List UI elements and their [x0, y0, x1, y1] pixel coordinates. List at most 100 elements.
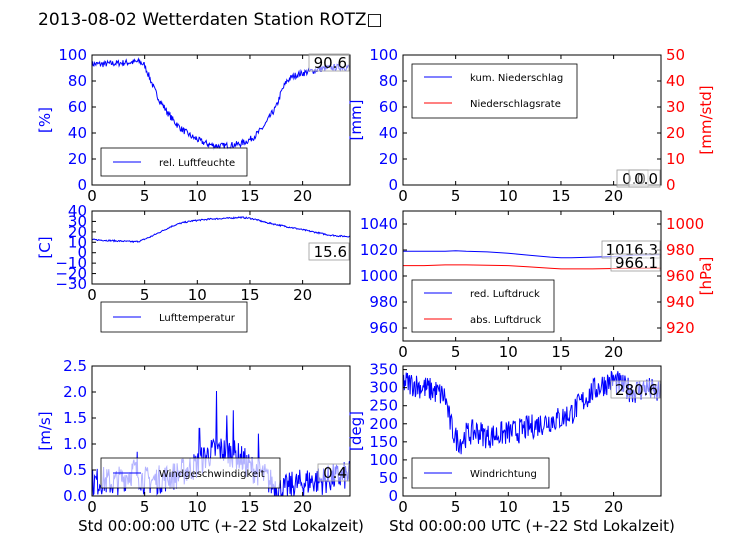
- y-tick-label: 960: [369, 319, 398, 337]
- x-tick-label: 15: [240, 498, 259, 516]
- legend: red. Luftdruck abs. Luftdruck: [411, 279, 555, 333]
- y-tick-label: 10: [68, 233, 87, 251]
- y-tick-label: 1.0: [63, 435, 87, 453]
- y-tick-label: 50: [379, 469, 398, 487]
- x-tick-label: 5: [451, 187, 461, 205]
- x-tick-label: 0: [398, 498, 408, 516]
- chart-panel-4: 0 5 10 15 20 960 980 1000 1020 1040 920 940 960 980 10…: [360, 210, 715, 361]
- x-tick-label: 10: [499, 187, 518, 205]
- y-tick-label: 100: [369, 451, 398, 469]
- x-tick-label: 5: [140, 498, 150, 516]
- legend-entry: rel. Luftfeuchte: [159, 158, 235, 169]
- value-annotation: 280.6: [615, 381, 658, 399]
- y-tick-label: 2.5: [63, 357, 87, 375]
- value-annotation: 15.6: [314, 243, 347, 261]
- y2-tick-label: 920: [666, 319, 695, 337]
- y-tick-label: 250: [369, 397, 398, 415]
- x-tick-label: 0: [87, 187, 97, 205]
- legend-entry: Lufttemperatur: [159, 313, 236, 324]
- x-tick-label: 20: [293, 286, 312, 304]
- series-line-1: [402, 371, 662, 455]
- legend-box: [411, 279, 555, 333]
- x-tick-label: 5: [140, 187, 150, 205]
- y-axis-label: [%]: [36, 107, 54, 133]
- chart-panel-5: 0 5 10 15 20 0.0 0.5 1.0 1.5 2.0 2.5 [m/s] Std 00:00…: [36, 357, 364, 535]
- y-axis-label: [C]: [36, 236, 54, 258]
- y-axis-label: [deg]: [347, 411, 365, 451]
- value-annotation-box: [308, 242, 350, 261]
- chart-panel-1: 0 5 10 15 20 0 20 40 60 80 100 [%] rel. Luftfeuchte 9…: [36, 46, 351, 205]
- y-tick-label: 20: [68, 223, 87, 241]
- page-title: 2013-08-02 Wetterdaten Station ROTZ□: [38, 10, 383, 30]
- y-tick-label: 0: [388, 487, 398, 505]
- x-tick-label: 20: [293, 187, 312, 205]
- legend: rel. Luftfeuchte: [100, 147, 248, 177]
- legend-entry: red. Luftdruck: [470, 289, 540, 300]
- y-tick-label: −30: [55, 275, 87, 293]
- y-tick-label: 1000: [360, 267, 398, 285]
- y-tick-label: 60: [68, 98, 87, 116]
- y-tick-label: 20: [379, 150, 398, 168]
- x-tick-label: 15: [240, 187, 259, 205]
- x-tick-label: 10: [499, 343, 518, 361]
- y-tick-label: 0.0: [63, 487, 87, 505]
- y-tick-label: 350: [369, 361, 398, 379]
- x-tick-label: 15: [551, 187, 570, 205]
- plot-frame: [91, 54, 351, 186]
- y-tick-label: 0: [77, 176, 87, 194]
- value-annotation-box: [610, 380, 661, 399]
- y-tick-label: 80: [379, 72, 398, 90]
- y-tick-label: 1020: [360, 241, 398, 259]
- y-tick-label: 40: [68, 124, 87, 142]
- x-tick-label: 20: [604, 498, 623, 516]
- x-tick-label: 5: [451, 343, 461, 361]
- legend: Windrichtung: [411, 457, 550, 489]
- x-axis-label: Std 00:00:00 UTC (+-22 Std Lokalzeit): [389, 517, 675, 535]
- value-annotation: 0.4: [323, 464, 347, 482]
- chart-panel-3: 0 5 10 15 20−30−20−10010203040[C]Lufttempera…: [36, 202, 351, 333]
- x-tick-label: 0: [398, 343, 408, 361]
- value-annotation-box: [628, 169, 661, 188]
- value-annotation: 966.1: [615, 254, 658, 272]
- y-tick-label: 300: [369, 379, 398, 397]
- value-annotation: 90.6: [314, 54, 347, 72]
- x-tick-label: 15: [240, 286, 259, 304]
- legend-entry: Windrichtung: [470, 469, 537, 480]
- series-line-1: [91, 216, 350, 244]
- plot-frame: [91, 365, 351, 497]
- legend-entry: kum. Niederschlag: [470, 73, 563, 84]
- legend: Windgeschwindigkeit: [100, 457, 281, 489]
- legend-entry: abs. Luftdruck: [470, 315, 541, 326]
- plot-frame: [402, 54, 662, 186]
- x-axis-label: Std 00:00:00 UTC (+-22 Std Lokalzeit): [78, 517, 364, 535]
- y-tick-label: 20: [68, 150, 87, 168]
- chart-panel-2: 0 5 10 15 20 0 20 40 60 80 100 0 10 20 30 40 50 [mm] [mm/s…: [347, 46, 715, 205]
- value-annotation-box: [308, 53, 350, 72]
- value-annotation-box: [317, 463, 350, 482]
- legend: Lufttemperatur: [100, 301, 248, 333]
- y-tick-label: 100: [58, 46, 87, 64]
- y-tick-label: 200: [369, 415, 398, 433]
- value-annotation: 0.0: [634, 170, 658, 188]
- y-tick-label: 980: [369, 293, 398, 311]
- y-axis-label: [mm]: [347, 100, 365, 141]
- y-tick-label: 30: [68, 212, 87, 230]
- x-tick-label: 10: [499, 498, 518, 516]
- value-annotation-box: [610, 253, 661, 272]
- y2-tick-label: 40: [666, 72, 685, 90]
- y-tick-label: 80: [68, 72, 87, 90]
- x-tick-label: 5: [451, 498, 461, 516]
- x-tick-label: 5: [140, 286, 150, 304]
- legend-entry: Windgeschwindigkeit: [159, 469, 265, 480]
- y2-tick-label: 50: [666, 46, 685, 64]
- x-tick-label: 20: [293, 498, 312, 516]
- x-tick-label: 10: [188, 286, 207, 304]
- x-tick-label: 20: [604, 187, 623, 205]
- x-tick-label: 0: [87, 498, 97, 516]
- y2-tick-label: 980: [666, 241, 695, 259]
- series-line-2: [403, 264, 662, 270]
- legend-box: [411, 63, 578, 119]
- y-tick-label: 0: [388, 176, 398, 194]
- y2-tick-label: 30: [666, 98, 685, 116]
